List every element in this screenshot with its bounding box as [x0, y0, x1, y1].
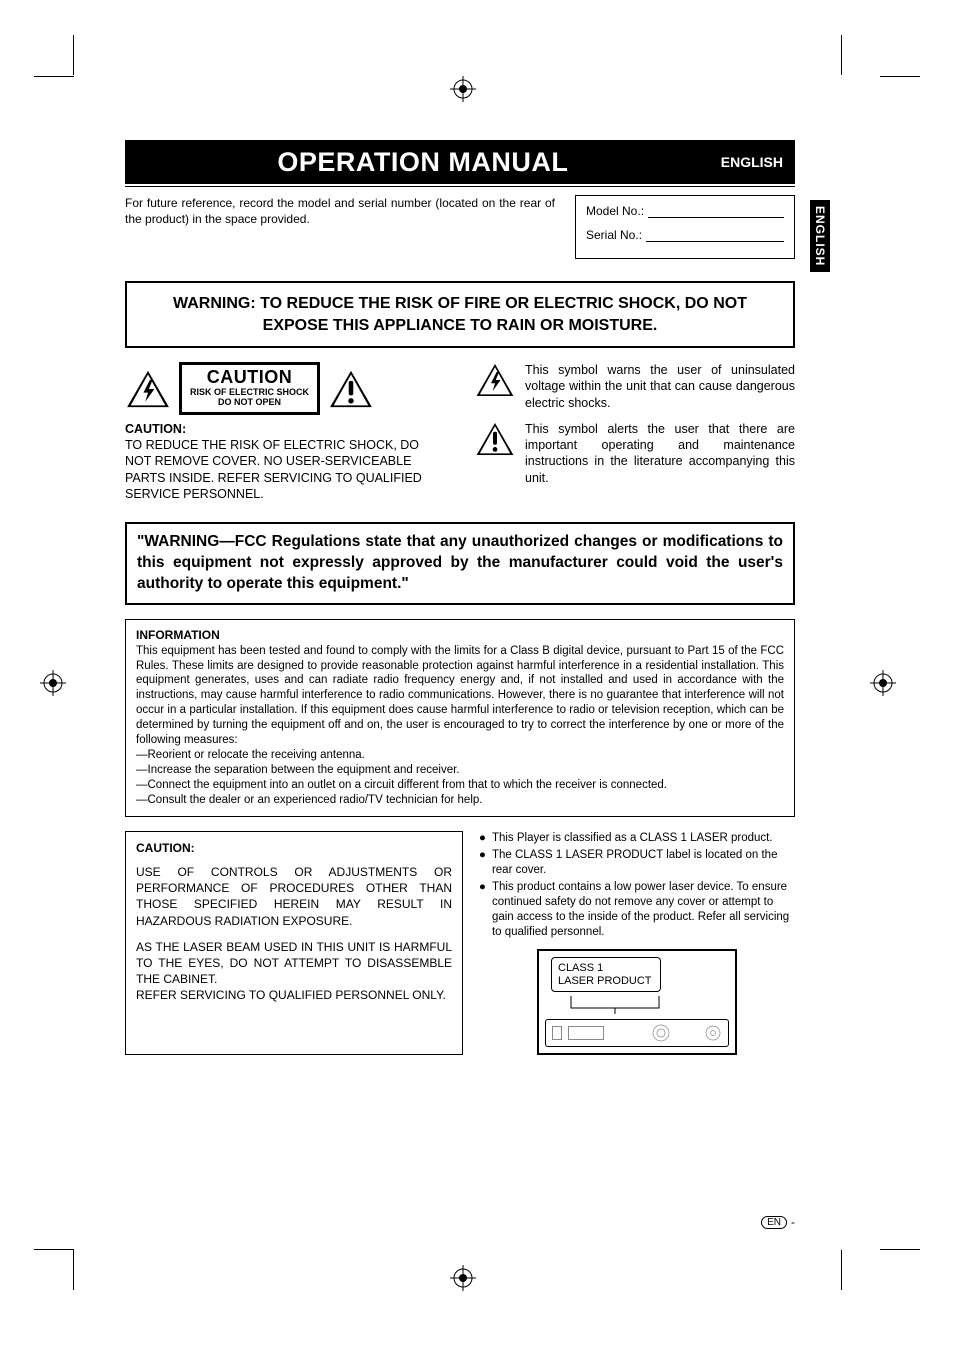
laser-caution-p2: AS THE LASER BEAM USED IN THIS UNIT IS H… [136, 939, 452, 988]
crop-mark [34, 1249, 74, 1250]
exclamation-triangle-icon [328, 369, 374, 409]
laser-label-figure: CLASS 1 LASER PRODUCT [537, 949, 737, 1054]
bolt-symbol-text: This symbol warns the user of uninsulate… [525, 362, 795, 411]
port-icon [704, 1024, 722, 1042]
exclamation-triangle-icon [475, 421, 515, 457]
measure-3: —Connect the equipment into an outlet on… [136, 778, 784, 793]
laser-caution-p3: REFER SERVICING TO QUALIFIED PERSONNEL O… [136, 987, 452, 1003]
header-language: ENGLISH [721, 154, 783, 170]
measure-1: —Reorient or relocate the receiving ante… [136, 748, 784, 763]
laser-product-label: CLASS 1 LASER PRODUCT [551, 957, 661, 991]
lower-row: CAUTION: USE OF CONTROLS OR ADJUSTMENTS … [125, 831, 795, 1055]
caution-badge: CAUTION RISK OF ELECTRIC SHOCK DO NOT OP… [179, 362, 320, 415]
laser-caution-heading: CAUTION: [136, 840, 452, 856]
registration-mark-icon [40, 670, 66, 696]
laser-caution-p1: USE OF CONTROLS OR ADJUSTMENTS OR PERFOR… [136, 864, 452, 929]
caution-badge-title: CAUTION [190, 367, 309, 388]
crop-mark [34, 76, 74, 77]
laser-notes: ● This Player is classified as a CLASS 1 … [479, 831, 795, 1055]
information-box: INFORMATION This equipment has been test… [125, 619, 795, 817]
caution-text: CAUTION: TO REDUCE THE RISK OF ELECTRIC … [125, 421, 445, 502]
laser-label-line1: CLASS 1 [558, 962, 654, 974]
intro-text: For future reference, record the model a… [125, 195, 555, 259]
laser-note-3: This product contains a low power laser … [492, 880, 795, 940]
registration-mark-icon [450, 76, 476, 102]
laser-note-1: This Player is classified as a CLASS 1 L… [492, 831, 773, 846]
model-line[interactable] [648, 206, 784, 218]
registration-mark-icon [450, 1265, 476, 1291]
footer-dash: - [791, 1215, 795, 1229]
crop-mark [841, 1250, 842, 1290]
crop-mark [73, 1250, 74, 1290]
intro-row: For future reference, record the model a… [125, 195, 795, 259]
caution-row: CAUTION RISK OF ELECTRIC SHOCK DO NOT OP… [125, 362, 795, 502]
header-bar: OPERATION MANUAL ENGLISH [125, 140, 795, 184]
crop-mark [880, 76, 920, 77]
model-label: Model No.: [586, 204, 644, 218]
fcc-warning-box: "WARNING—FCC Regulations state that any … [125, 522, 795, 605]
bullet-icon: ● [479, 880, 486, 940]
device-rear-icon [545, 1019, 729, 1047]
information-body: This equipment has been tested and found… [136, 644, 784, 749]
serial-field: Serial No.: [586, 228, 784, 242]
information-heading: INFORMATION [136, 628, 784, 644]
bullet-icon: ● [479, 831, 486, 846]
caution-right: This symbol warns the user of uninsulate… [475, 362, 795, 502]
caution-left: CAUTION RISK OF ELECTRIC SHOCK DO NOT OP… [125, 362, 445, 502]
lightning-bolt-triangle-icon [475, 362, 515, 398]
pointer-line-icon [565, 996, 665, 1014]
footer-en-badge: EN [761, 1216, 787, 1229]
laser-note-2: The CLASS 1 LASER PRODUCT label is locat… [492, 848, 795, 878]
laser-label-line2: LASER PRODUCT [558, 975, 654, 987]
measure-4: —Consult the dealer or an experienced ra… [136, 793, 784, 808]
crop-mark [880, 1249, 920, 1250]
fan-vent-icon [652, 1024, 670, 1042]
measure-2: —Increase the separation between the equ… [136, 763, 784, 778]
crop-mark [73, 35, 74, 75]
model-field: Model No.: [586, 204, 784, 218]
lightning-bolt-triangle-icon [125, 369, 171, 409]
header-underline [125, 186, 795, 187]
model-serial-box: Model No.: Serial No.: [575, 195, 795, 259]
warning-box: WARNING: TO REDUCE THE RISK OF FIRE OR E… [125, 281, 795, 348]
page-footer: EN - [761, 1215, 795, 1229]
serial-label: Serial No.: [586, 228, 642, 242]
caution-badge-sub2: DO NOT OPEN [190, 398, 309, 408]
caution-heading: CAUTION: [125, 422, 186, 436]
registration-mark-icon [870, 670, 896, 696]
page-title: OPERATION MANUAL [125, 147, 721, 178]
bullet-icon: ● [479, 848, 486, 878]
caution-body: TO REDUCE THE RISK OF ELECTRIC SHOCK, DO… [125, 438, 422, 501]
language-side-tab: ENGLISH [810, 200, 830, 272]
excl-symbol-text: This symbol alerts the user that there a… [525, 421, 795, 486]
page-content: OPERATION MANUAL ENGLISH For future refe… [125, 140, 795, 1055]
serial-line[interactable] [646, 230, 784, 242]
laser-caution-box: CAUTION: USE OF CONTROLS OR ADJUSTMENTS … [125, 831, 463, 1055]
crop-mark [841, 35, 842, 75]
